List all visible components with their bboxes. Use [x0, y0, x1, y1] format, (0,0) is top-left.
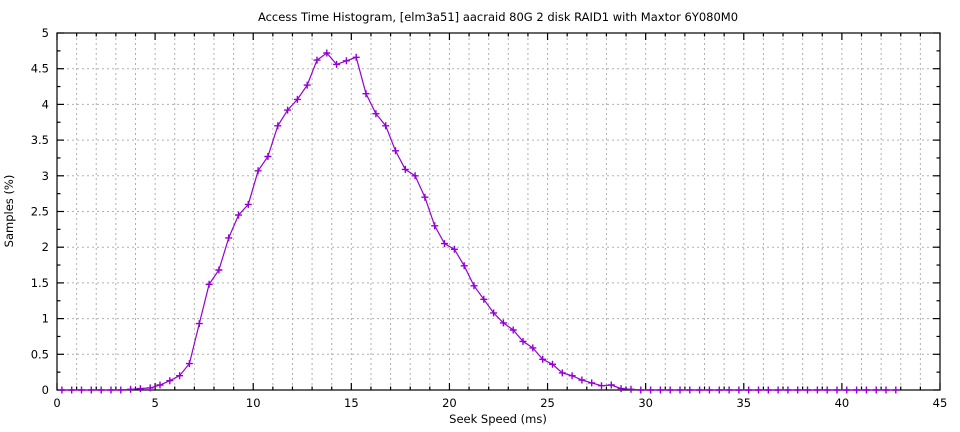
y-tick-label: 3.5: [31, 133, 49, 147]
y-tick-label: 0.5: [31, 347, 49, 361]
chart-title: Access Time Histogram, [elm3a51] aacraid…: [258, 10, 738, 24]
axis-ticks: [56, 32, 941, 391]
x-tick-label: 0: [53, 396, 60, 410]
y-tick-label: 1: [42, 312, 49, 326]
y-tick-label: 3: [42, 169, 49, 183]
grid-lines: [57, 33, 940, 390]
y-axis-label: Samples (%): [2, 175, 16, 248]
y-tick-label: 1.5: [31, 276, 49, 290]
y-tick-label: 0: [42, 383, 49, 397]
data-series: [58, 49, 900, 394]
x-tick-label: 25: [540, 396, 555, 410]
y-tick-label: 2.5: [31, 205, 49, 219]
x-tick-label: 10: [246, 396, 261, 410]
x-tick-label: 35: [736, 396, 751, 410]
y-tick-label: 4: [42, 97, 49, 111]
x-tick-label: 20: [442, 396, 457, 410]
x-tick-label: 30: [638, 396, 653, 410]
series-line: [61, 52, 896, 391]
x-axis-label: Seek Speed (ms): [449, 412, 547, 426]
x-tick-label: 15: [344, 396, 359, 410]
tick-labels: 0 5 10 15 20 25 30 35 40 45 0 0.5 1 1.5 2 2.5 3 3.5 4 4.5 5: [31, 26, 948, 410]
y-tick-label: 4.5: [31, 62, 49, 76]
y-tick-label: 5: [42, 26, 49, 40]
x-tick-label: 40: [835, 396, 850, 410]
series-markers: [58, 49, 900, 394]
x-tick-label: 45: [933, 396, 948, 410]
x-tick-label: 5: [151, 396, 158, 410]
y-tick-label: 2: [42, 240, 49, 254]
